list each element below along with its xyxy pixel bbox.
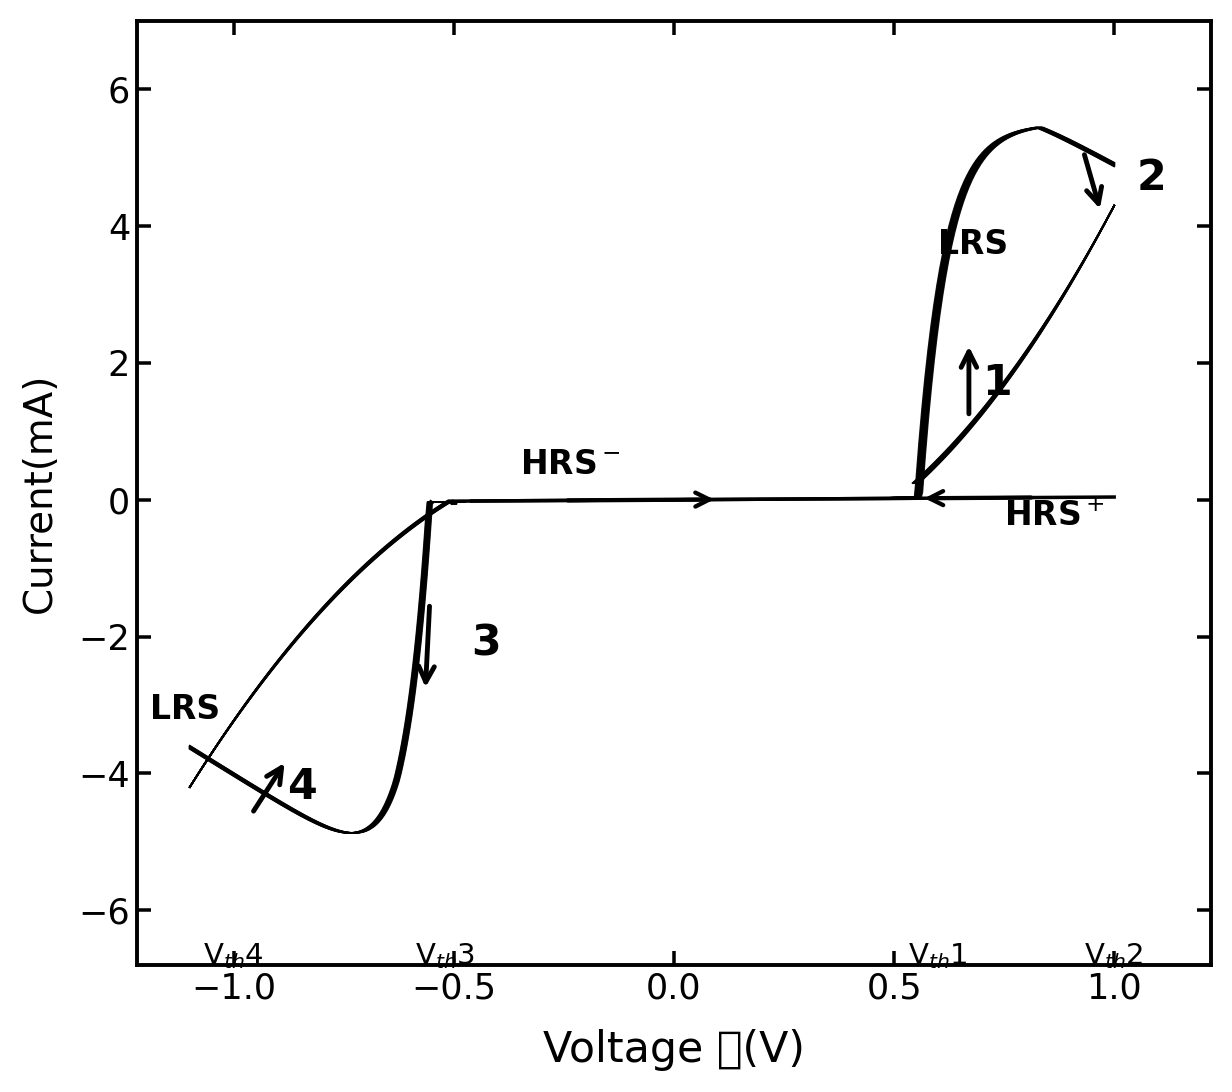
Text: V$_{th}$1: V$_{th}$1 <box>908 941 968 971</box>
Text: 4: 4 <box>287 765 317 808</box>
Text: V$_{th}$3: V$_{th}$3 <box>415 941 476 971</box>
Text: 1: 1 <box>982 363 1011 404</box>
Text: V$_{th}$2: V$_{th}$2 <box>1084 941 1145 971</box>
X-axis label: Voltage 　(V): Voltage (V) <box>543 1029 804 1071</box>
Text: V$_{th}$4: V$_{th}$4 <box>203 941 264 971</box>
Text: LRS: LRS <box>150 692 221 726</box>
Text: 3: 3 <box>472 622 501 664</box>
Text: LRS: LRS <box>938 227 1008 261</box>
Y-axis label: Current(mA): Current(mA) <box>21 372 59 613</box>
Text: HRS$^+$: HRS$^+$ <box>1004 500 1105 533</box>
Text: 2: 2 <box>1136 157 1165 200</box>
Text: HRS$^-$: HRS$^-$ <box>520 448 621 480</box>
